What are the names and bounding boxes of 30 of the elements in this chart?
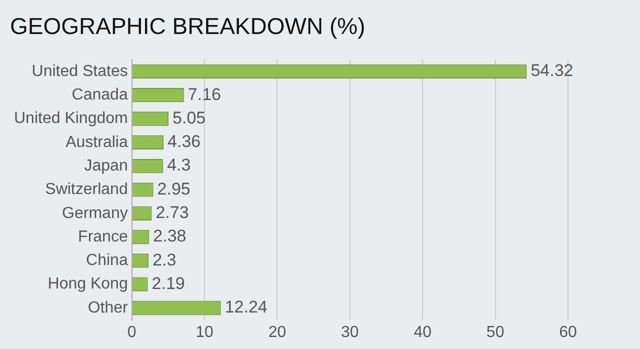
y-tick-label: Japan [84,157,128,174]
data-label: 2.73 [156,203,189,222]
data-label: 2.3 [152,250,176,270]
y-tick-label: Switzerland [45,181,128,198]
y-tick-label: France [78,228,128,246]
data-label: 12.24 [224,298,268,317]
y-tick-label: China [86,252,128,270]
chart-title: GEOGRAPHIC BREAKDOWN (%) [10,13,366,40]
x-tick-label: 0 [127,324,136,341]
data-label: 54.32 [530,61,574,80]
data-label: 4.36 [168,132,201,152]
data-label: 2.95 [157,179,190,198]
data-label: 4.3 [167,156,191,175]
y-tick-label: Other [88,299,129,316]
y-tick-label: Australia [66,134,128,151]
data-label: 7.16 [188,84,221,104]
data-label: 2.38 [153,226,186,246]
y-tick-label: Germany [62,204,128,222]
data-label: 2.19 [152,274,185,294]
x-tick-label: 10 [196,324,214,341]
y-tick-label: Canada [72,86,128,104]
x-tick-label: 40 [414,324,432,341]
data-label: 5.05 [172,108,206,128]
x-tick-label: 50 [486,324,504,341]
x-tick-label: 60 [559,324,577,341]
y-tick-label: United Kingdom [14,110,128,128]
y-tick-label: Hong Kong [48,276,128,293]
x-tick-label: 30 [341,324,359,341]
y-tick-label: United States [32,62,128,80]
x-tick-label: 20 [268,324,286,341]
